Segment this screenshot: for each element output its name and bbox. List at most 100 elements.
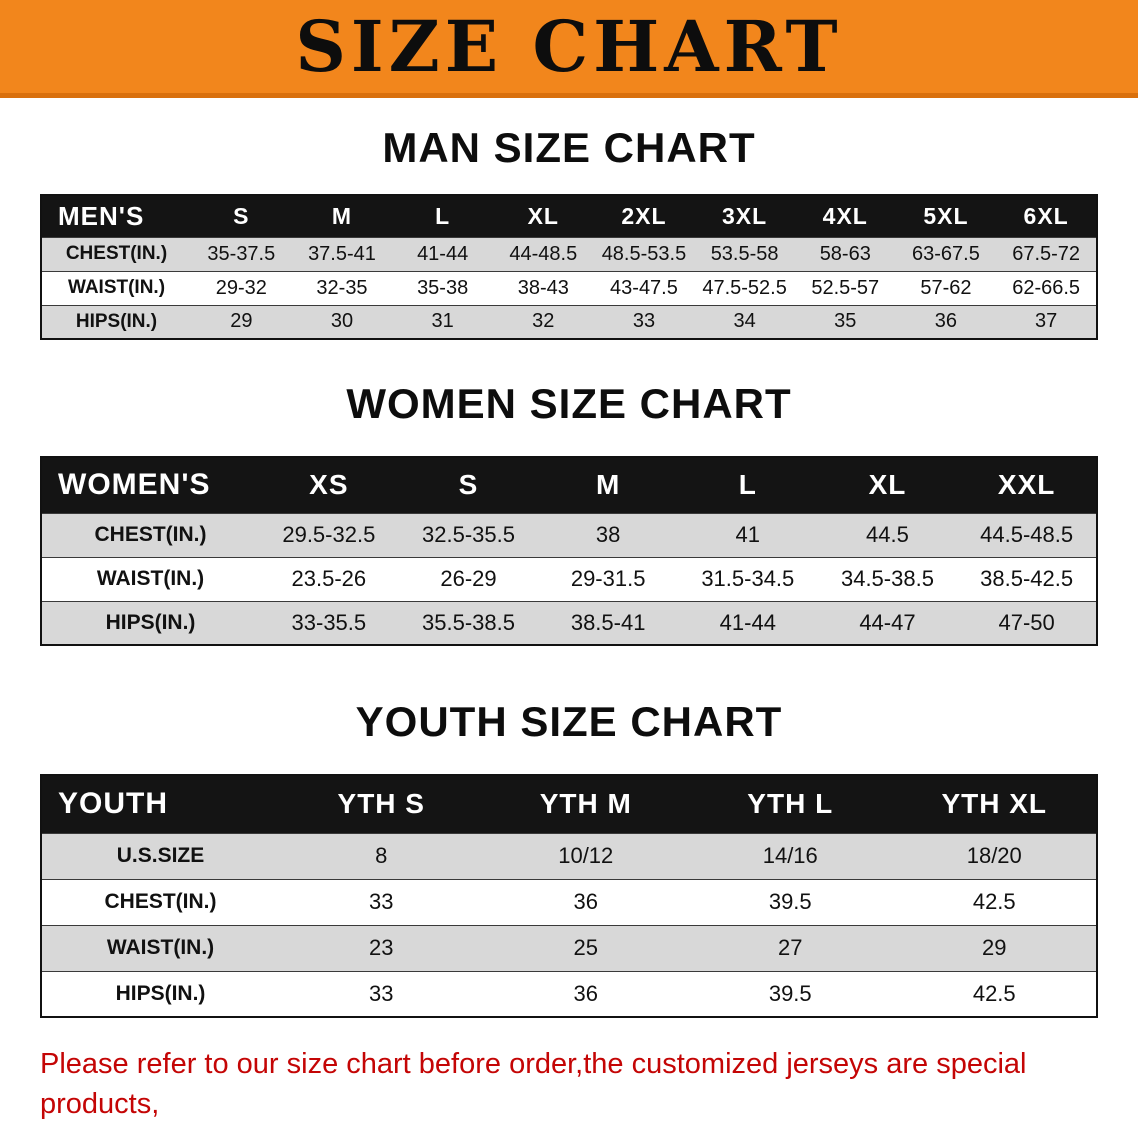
- disclaimer: Please refer to our size chart before or…: [0, 1018, 1138, 1132]
- measurement-label-cell: CHEST(IN.): [41, 236, 191, 271]
- youth-section-heading: YOUTH SIZE CHART: [355, 698, 783, 745]
- measurement-value-cell: 29-32: [191, 270, 292, 305]
- size-column-header: S: [398, 457, 539, 513]
- measurement-value-cell: 33: [279, 970, 484, 1017]
- measurement-value-cell: 52.5-57: [794, 270, 896, 305]
- size-column-header: 2XL: [593, 195, 695, 237]
- banner: SIZE CHART: [0, 0, 1138, 98]
- measurement-value-cell: 41-44: [392, 236, 493, 271]
- table-title-cell: MEN'S: [41, 195, 191, 237]
- measurement-value-cell: 35-38: [392, 270, 493, 305]
- measurement-value-cell: 43-47.5: [593, 270, 695, 305]
- size-column-header: M: [538, 457, 678, 513]
- measurement-value-cell: 26-29: [398, 556, 539, 601]
- measurement-value-cell: 44-47: [817, 600, 958, 645]
- measurement-value-cell: 29.5-32.5: [259, 512, 399, 557]
- measurement-value-cell: 31: [392, 304, 493, 339]
- size-column-header: 4XL: [794, 195, 896, 237]
- measurement-value-cell: 38-43: [492, 270, 594, 305]
- size-column-header: YTH L: [688, 775, 893, 833]
- measurement-value-cell: 41: [677, 512, 818, 557]
- measurement-value-cell: 33: [593, 304, 695, 339]
- measurement-value-cell: 29-31.5: [538, 556, 678, 601]
- size-column-header: S: [191, 195, 292, 237]
- measurement-value-cell: 47.5-52.5: [694, 270, 795, 305]
- measurement-value-cell: 58-63: [794, 236, 896, 271]
- measurement-value-cell: 35: [794, 304, 896, 339]
- measurement-value-cell: 32-35: [291, 270, 393, 305]
- measurement-value-cell: 38.5-42.5: [957, 556, 1097, 601]
- measurement-value-cell: 38: [538, 512, 678, 557]
- measurement-value-cell: 48.5-53.5: [593, 236, 695, 271]
- measurement-value-cell: 42.5: [892, 970, 1097, 1017]
- measurement-value-cell: 36: [483, 878, 688, 925]
- measurement-value-cell: 38.5-41: [538, 600, 678, 645]
- header-row: MEN'S S M L XL 2XL 3XL 4XL 5XL 6XL: [41, 195, 1097, 237]
- measurement-value-cell: 47-50: [957, 600, 1097, 645]
- table-row: U.S.SIZE 8 10/12 14/16 18/20: [41, 832, 1097, 879]
- measurement-value-cell: 44.5-48.5: [957, 512, 1097, 557]
- page-title: SIZE CHART: [295, 4, 843, 88]
- table-title-cell: WOMEN'S: [41, 457, 259, 513]
- table-row: WAIST(IN.) 23.5-26 26-29 29-31.5 31.5-34.5 34…: [41, 556, 1097, 601]
- measurement-value-cell: 41-44: [677, 600, 818, 645]
- measurement-value-cell: 14/16: [688, 832, 893, 879]
- measurement-label-cell: WAIST(IN.): [41, 270, 191, 305]
- measurement-value-cell: 30: [291, 304, 393, 339]
- measurement-value-cell: 37: [996, 304, 1097, 339]
- measurement-value-cell: 39.5: [688, 878, 893, 925]
- measurement-label-cell: HIPS(IN.): [41, 304, 191, 339]
- size-column-header: 6XL: [996, 195, 1097, 237]
- size-column-header: 5XL: [895, 195, 997, 237]
- size-column-header: XL: [492, 195, 594, 237]
- measurement-value-cell: 35-37.5: [191, 236, 292, 271]
- youth-size-table: YOUTH YTH S YTH M YTH L YTH XL U.S.SIZE 8 10/12…: [40, 774, 1098, 1018]
- measurement-value-cell: 10/12: [483, 832, 688, 879]
- women-section: WOMEN SIZE CHART WOMEN'S XS S M L XL XXL CHEST(…: [0, 380, 1138, 646]
- measurement-value-cell: 36: [895, 304, 997, 339]
- size-column-header: XS: [259, 457, 399, 513]
- table-title-cell: YOUTH: [41, 775, 279, 833]
- size-column-header: YTH M: [483, 775, 688, 833]
- measurement-value-cell: 33: [279, 878, 484, 925]
- measurement-value-cell: 67.5-72: [996, 236, 1097, 271]
- header-row: YOUTH YTH S YTH M YTH L YTH XL: [41, 775, 1097, 833]
- size-column-header: YTH S: [279, 775, 484, 833]
- men-section: MAN SIZE CHART MEN'S S M L XL 2XL 3XL 4XL 5XL 6XL…: [0, 124, 1138, 340]
- measurement-value-cell: 63-67.5: [895, 236, 997, 271]
- men-size-table: MEN'S S M L XL 2XL 3XL 4XL 5XL 6XL CHEST(IN.) 35-37…: [40, 194, 1098, 340]
- measurement-value-cell: 23: [279, 924, 484, 971]
- size-column-header: M: [291, 195, 393, 237]
- measurement-value-cell: 37.5-41: [291, 236, 393, 271]
- measurement-label-cell: CHEST(IN.): [41, 512, 259, 557]
- youth-section: YOUTH SIZE CHART YOUTH YTH S YTH M YTH L YTH…: [0, 698, 1138, 1018]
- measurement-value-cell: 29: [892, 924, 1097, 971]
- size-column-header: XL: [817, 457, 958, 513]
- measurement-value-cell: 35.5-38.5: [398, 600, 539, 645]
- measurement-value-cell: 36: [483, 970, 688, 1017]
- men-size-table-container: MEN'S S M L XL 2XL 3XL 4XL 5XL 6XL CHEST(IN.) 35-37…: [0, 194, 1138, 340]
- header-row: WOMEN'S XS S M L XL XXL: [41, 457, 1097, 513]
- youth-size-table-container: YOUTH YTH S YTH M YTH L YTH XL U.S.SIZE 8 10/12…: [0, 774, 1138, 1018]
- measurement-value-cell: 44.5: [817, 512, 958, 557]
- measurement-value-cell: 32.5-35.5: [398, 512, 539, 557]
- measurement-value-cell: 32: [492, 304, 594, 339]
- women-size-table: WOMEN'S XS S M L XL XXL CHEST(IN.) 29.5-32.5 32.5…: [40, 456, 1098, 646]
- measurement-label-cell: U.S.SIZE: [41, 832, 279, 879]
- measurement-value-cell: 42.5: [892, 878, 1097, 925]
- measurement-value-cell: 34.5-38.5: [817, 556, 958, 601]
- size-column-header: L: [392, 195, 493, 237]
- table-row: HIPS(IN.) 29 30 31 32 33 34 35 36 37: [41, 304, 1097, 339]
- measurement-value-cell: 34: [694, 304, 795, 339]
- measurement-label-cell: WAIST(IN.): [41, 556, 259, 601]
- size-column-header: L: [677, 457, 818, 513]
- table-row: WAIST(IN.) 29-32 32-35 35-38 38-43 43-47.5 47.…: [41, 270, 1097, 305]
- measurement-value-cell: 31.5-34.5: [677, 556, 818, 601]
- measurement-value-cell: 53.5-58: [694, 236, 795, 271]
- measurement-label-cell: HIPS(IN.): [41, 600, 259, 645]
- measurement-value-cell: 18/20: [892, 832, 1097, 879]
- measurement-value-cell: 8: [279, 832, 484, 879]
- table-row: CHEST(IN.) 33 36 39.5 42.5: [41, 878, 1097, 925]
- table-row: WAIST(IN.) 23 25 27 29: [41, 924, 1097, 971]
- men-section-heading: MAN SIZE CHART: [382, 124, 756, 171]
